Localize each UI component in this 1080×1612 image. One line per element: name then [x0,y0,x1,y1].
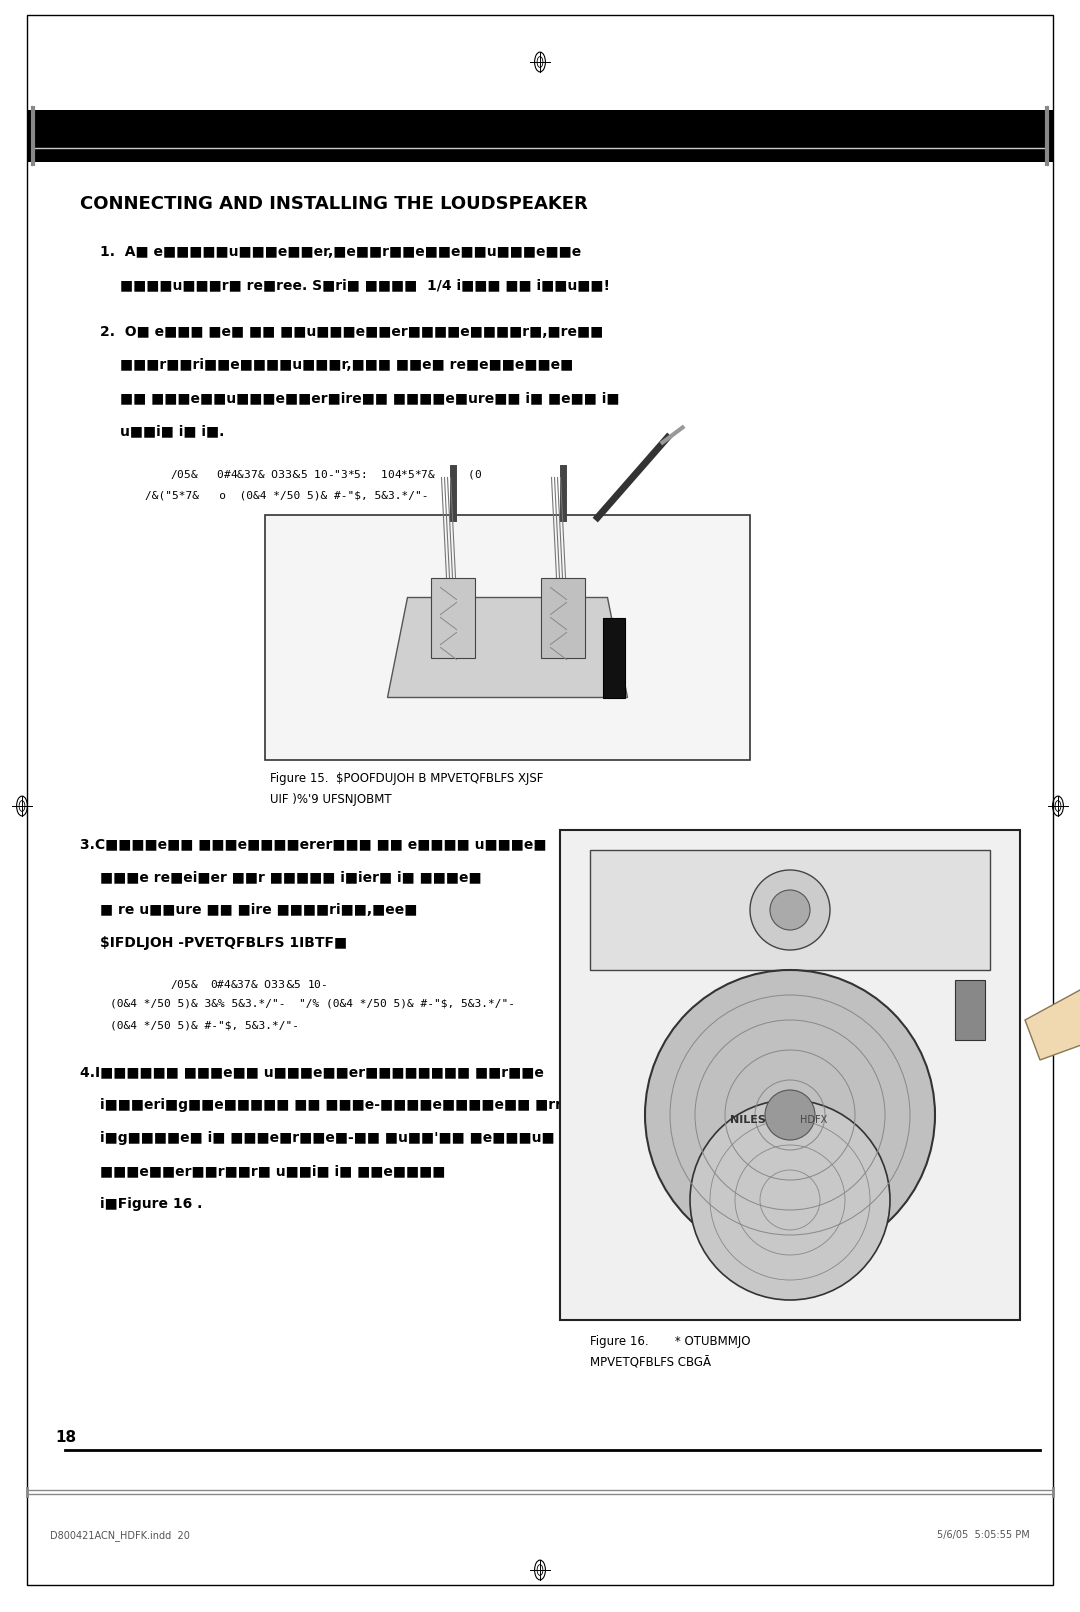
Text: MPVETQFBLFS CBGĀ: MPVETQFBLFS CBGĀ [590,1356,711,1369]
Circle shape [690,1099,890,1299]
Polygon shape [388,598,627,698]
Text: ■■■r■■ri■■e■■■■u■■■r,■■■ ■■e■ re■e■■e■■e■: ■■■r■■ri■■e■■■■u■■■r,■■■ ■■e■ re■e■■e■■e… [120,358,573,372]
Text: $IFDLJOH -PVETQFBLFS 1IBTF■: $IFDLJOH -PVETQFBLFS 1IBTF■ [100,937,347,949]
Bar [955,980,985,1040]
Circle shape [645,970,935,1261]
Bar [540,577,584,658]
Text: u■■i■ i■ i■.: u■■i■ i■ i■. [120,424,225,438]
Polygon shape [1025,990,1080,1061]
Bar [265,514,750,759]
Circle shape [770,890,810,930]
Bar [431,577,474,658]
Text: ■■■■u■■■r■ re■ree. S■ri■ ■■■■  1/4 i■■■ ■■ i■■u■■!: ■■■■u■■■r■ re■ree. S■ri■ ■■■■ 1/4 i■■■ ■… [120,277,610,292]
Text: /05&   0#4&37& $033&$5 10-"3*5:  104*5*7&     (0: /05& 0#4&37& $033&$5 10-"3*5: 104*5*7& (… [170,467,483,480]
Bar [603,617,624,698]
Text: i■■■eri■g■■e■■■■■ ■■ ■■■e-■■■■e■■■■e■■ ■rre■■■: i■■■eri■g■■e■■■■■ ■■ ■■■e-■■■■e■■■■e■■ ■… [100,1098,611,1112]
Text: (0&4 */50 5)& #-"$, 5&3.*/"-: (0&4 */50 5)& #-"$, 5&3.*/"- [110,1020,306,1030]
Text: CONNECTING AND INSTALLING THE LOUDSPEAKER: CONNECTING AND INSTALLING THE LOUDSPEAKE… [80,195,588,213]
Circle shape [765,1090,815,1140]
Text: 1.  A■ e■■■■■u■■■e■■er,■e■■r■■e■■e■■u■■■e■■e: 1. A■ e■■■■■u■■■e■■er,■e■■r■■e■■e■■u■■■e… [100,245,581,260]
Bar [561,830,1020,1320]
Text: Figure 16.       * OTUBMMJO: Figure 16. * OTUBMMJO [590,1335,751,1348]
Text: (0&4 */50 5)& 3&% 5&3.*/"-  "/% (0&4 */50 5)& #-"$, 5&3.*/"-: (0&4 */50 5)& 3&% 5&3.*/"- "/% (0&4 */50… [110,999,522,1009]
Text: 4.I■■■■■■ ■■■e■■ u■■■e■■er■■■■■■■■ ■■r■■e: 4.I■■■■■■ ■■■e■■ u■■■e■■er■■■■■■■■ ■■r■■… [80,1066,544,1078]
Text: 3.C■■■■e■■ ■■■e■■■■erer■■■ ■■ e■■■■ u■■■e■: 3.C■■■■e■■ ■■■e■■■■erer■■■ ■■ e■■■■ u■■■… [80,837,546,851]
Text: D800421ACN_HDFK.indd  20: D800421ACN_HDFK.indd 20 [50,1530,190,1541]
Text: 5/6/05  5:05:55 PM: 5/6/05 5:05:55 PM [937,1530,1030,1539]
Bar [590,850,990,970]
Text: ■ re u■■ure ■■ ■ire ■■■■ri■■,■ee■: ■ re u■■ure ■■ ■ire ■■■■ri■■,■ee■ [100,903,417,917]
Text: HDFX: HDFX [800,1116,827,1125]
Text: i■g■■■■e■ i■ ■■■e■r■■e■-■■ ■u■■'■■ ■e■■■u■: i■g■■■■e■ i■ ■■■e■r■■e■-■■ ■u■■'■■ ■e■■■… [100,1132,555,1145]
Text: NILES: NILES [730,1116,766,1125]
Text: UIF )%'9 UFSNJOBMT: UIF )%'9 UFSNJOBMT [270,793,392,806]
Text: ■■■e re■ei■er ■■r ■■■■■ i■ier■ i■ ■■■e■: ■■■e re■ei■er ■■r ■■■■■ i■ier■ i■ ■■■e■ [100,870,482,883]
Text: /&("5*7&   o  (0&4 */50 5)& #-"$, 5&3.*/"-: /&("5*7& o (0&4 */50 5)& #-"$, 5&3.*/"- [145,490,435,500]
Text: ■■ ■■■e■■u■■■e■■er■ire■■ ■■■■e■ure■■ i■ ■e■■ i■: ■■ ■■■e■■u■■■e■■er■ire■■ ■■■■e■ure■■ i■ … [120,392,620,405]
Text: 2.  O■ e■■■ ■e■ ■■ ■■u■■■e■■er■■■■e■■■■r■,■re■■: 2. O■ e■■■ ■e■ ■■ ■■u■■■e■■er■■■■e■■■■r■… [100,326,604,339]
Text: Figure 15.  $POOFDUJOH B MPVETQFBLFS XJSF: Figure 15. $POOFDUJOH B MPVETQFBLFS XJSF [270,772,543,785]
Circle shape [750,870,831,949]
Bar [27,110,1053,161]
Text: 18: 18 [55,1430,76,1444]
Text: i■Figure 16 .: i■Figure 16 . [100,1198,202,1211]
Text: ■■■e■■er■■r■■r■ u■■i■ i■ ■■e■■■■: ■■■e■■er■■r■■r■ u■■i■ i■ ■■e■■■■ [100,1164,445,1178]
Text: /05&  0#4&37& $033&$5 10-: /05& 0#4&37& $033&$5 10- [170,978,327,991]
